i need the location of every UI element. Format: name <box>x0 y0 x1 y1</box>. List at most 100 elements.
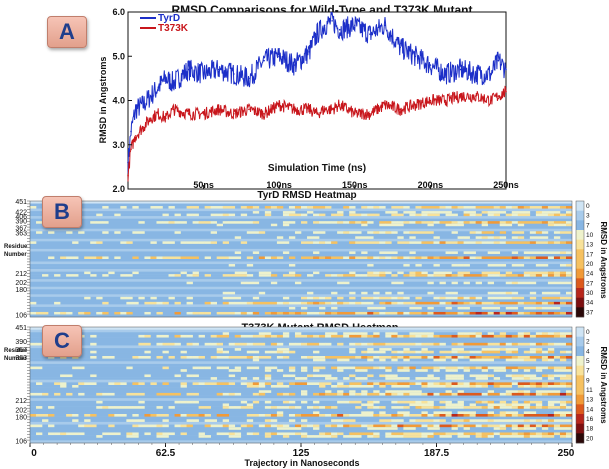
heat-cell <box>529 358 537 362</box>
heat-cell <box>114 414 121 417</box>
heat-cell <box>282 400 290 404</box>
heat-cell <box>481 206 488 209</box>
heatmap-tyrd-title: TyrD RMSD Heatmap <box>257 190 356 201</box>
colorbar-tick-label: 0 <box>586 329 590 336</box>
heat-cell <box>433 264 440 267</box>
heat-cell <box>361 350 368 354</box>
heat-cell <box>337 274 344 277</box>
heat-cell <box>547 348 555 352</box>
heat-cell <box>451 241 458 245</box>
heat-cell <box>481 306 488 310</box>
heat-cell <box>535 390 543 394</box>
heat-cell <box>282 350 290 354</box>
heat-cell <box>144 432 151 436</box>
heat-cell <box>421 213 428 217</box>
heat-cell <box>367 350 374 354</box>
heat-cell <box>361 274 368 277</box>
heat-cell <box>313 374 320 378</box>
heat-cell <box>439 334 446 338</box>
heat-cell <box>204 406 211 410</box>
heat-cell <box>270 366 278 370</box>
heat-cell <box>505 342 513 346</box>
heat-cell <box>162 424 169 428</box>
heat-cell <box>529 392 537 396</box>
heat-cell <box>367 374 374 378</box>
heat-cell <box>511 213 519 217</box>
heat-cell <box>559 223 567 227</box>
heat-cell <box>331 385 338 388</box>
heat-row <box>30 261 572 265</box>
heat-cell <box>475 231 482 235</box>
heat-cell <box>361 403 368 407</box>
heat-cell <box>493 296 501 300</box>
heat-cell <box>156 424 163 428</box>
heat-cell <box>487 241 495 245</box>
heat-cell <box>282 348 290 352</box>
heat-cell <box>343 332 350 336</box>
heat-cell <box>313 382 320 386</box>
heat-cell <box>433 311 440 315</box>
heat-cell <box>307 435 314 439</box>
heat-cell <box>162 342 169 346</box>
heat-cell <box>319 414 326 417</box>
heat-cell <box>511 392 519 396</box>
data-point-tyrd <box>165 77 167 80</box>
heat-cell <box>499 301 507 305</box>
heat-cell <box>270 432 278 436</box>
heat-cell <box>367 256 374 260</box>
heat-cell <box>288 369 296 373</box>
heat-cell <box>427 414 434 417</box>
heat-row <box>30 304 572 308</box>
x-tick-label: 250ns <box>493 180 519 190</box>
heat-cell <box>234 301 242 305</box>
heat-cell <box>541 296 549 300</box>
y-tick-label: 3.0 <box>112 140 125 150</box>
heat-cell <box>397 350 404 354</box>
heat-cell <box>433 385 440 388</box>
heat-cell <box>349 392 356 396</box>
colorbar-tick-label: 10 <box>586 232 594 239</box>
heat-cell <box>427 350 434 354</box>
heat-cell <box>535 301 543 305</box>
heat-cell <box>559 366 567 370</box>
colorbar-swatch <box>576 288 584 298</box>
heat-cell <box>493 366 501 370</box>
heat-cell <box>517 221 525 224</box>
legend-tyrd: TyrD <box>158 13 180 24</box>
heat-cell <box>343 281 350 285</box>
heat-cell <box>481 435 488 439</box>
heat-cell <box>529 334 537 338</box>
heat-cell <box>385 414 392 417</box>
heat-cell <box>415 231 422 235</box>
heat-cell <box>403 296 410 300</box>
heat-cell <box>319 358 326 362</box>
heat-cell <box>282 251 290 255</box>
heat-cell <box>511 301 519 305</box>
time-tick-label: 62.5 <box>156 448 176 459</box>
heat-cell <box>427 406 434 410</box>
heat-cell <box>475 350 482 354</box>
heat-cell <box>535 377 543 381</box>
heat-cell <box>529 427 537 431</box>
heat-cell <box>343 358 350 362</box>
heat-cell <box>493 414 501 417</box>
heat-cell <box>535 385 543 388</box>
heat-cell <box>132 256 139 260</box>
heat-cell <box>523 385 531 388</box>
heat-cell <box>457 206 464 209</box>
heat-cell <box>355 236 362 240</box>
heat-cell <box>325 435 332 439</box>
heat-cell <box>391 377 398 381</box>
heat-cell <box>337 419 344 423</box>
heat-cell <box>451 264 458 267</box>
heat-cell <box>565 432 573 436</box>
heat-cell <box>409 211 416 214</box>
heat-cell <box>391 392 398 396</box>
heat-cell <box>264 350 272 354</box>
heat-cell <box>517 432 525 436</box>
heat-cell <box>186 400 193 404</box>
heat-cell <box>421 271 428 275</box>
heat-cell <box>162 213 169 217</box>
heat-cell <box>481 392 488 396</box>
heat-cell <box>264 374 272 378</box>
